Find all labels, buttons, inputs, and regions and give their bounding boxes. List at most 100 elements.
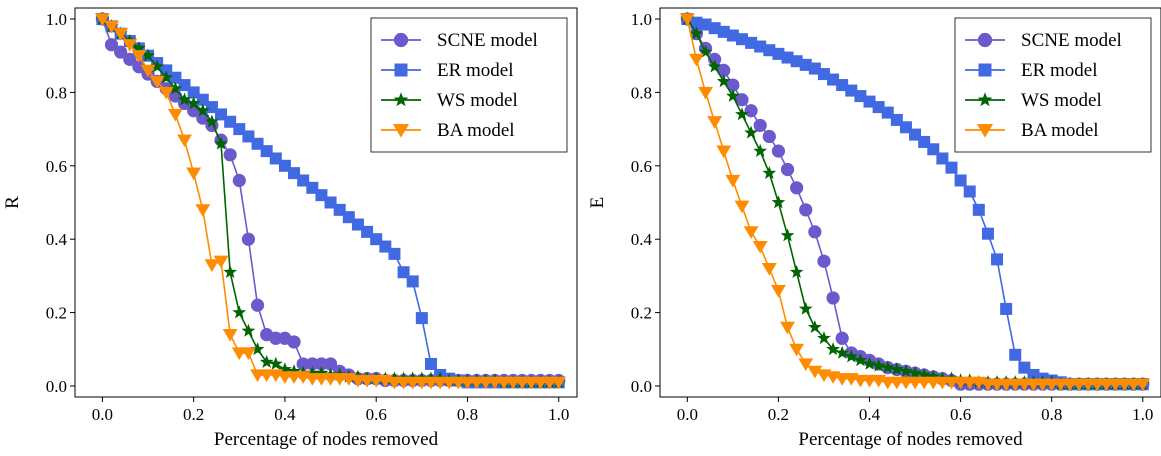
data-point <box>807 365 823 379</box>
y-axis-label: R <box>2 196 23 209</box>
data-point <box>918 135 931 148</box>
data-point <box>278 362 292 376</box>
x-tick-label: 0.8 <box>457 405 478 424</box>
data-point <box>716 145 732 159</box>
data-point <box>908 365 922 379</box>
data-point <box>177 134 192 148</box>
data-point <box>753 143 768 157</box>
y-tick-label: 0.2 <box>46 304 67 323</box>
data-point <box>717 63 731 77</box>
data-point <box>781 51 794 64</box>
data-point <box>132 60 146 74</box>
data-point <box>240 347 256 361</box>
data-point <box>232 173 246 188</box>
data-point <box>752 240 768 254</box>
data-point <box>871 358 886 372</box>
x-tick-label: 1.0 <box>548 405 569 424</box>
x-tick-label: 0.6 <box>366 405 387 424</box>
data-point <box>698 86 713 100</box>
data-point <box>771 195 786 209</box>
y-tick-label: 0.0 <box>46 377 67 396</box>
data-point <box>909 128 922 141</box>
data-point <box>799 58 812 71</box>
data-point <box>196 93 209 106</box>
data-point <box>770 284 786 298</box>
data-point <box>104 20 119 34</box>
data-point <box>726 78 740 92</box>
data-point <box>205 101 218 114</box>
data-point <box>963 185 976 198</box>
data-point <box>808 62 821 75</box>
data-point <box>734 200 750 214</box>
data-point <box>122 39 138 52</box>
legend-marker <box>393 92 409 107</box>
legend-label: ER model <box>1021 60 1098 81</box>
data-point <box>379 240 392 253</box>
data-point <box>772 47 785 60</box>
x-tick-label: 0.2 <box>768 405 789 424</box>
data-point <box>862 356 877 370</box>
plot-frame <box>74 7 578 398</box>
x-axis-label: Percentage of nodes removed <box>214 429 439 450</box>
data-point <box>213 255 229 269</box>
data-point <box>296 357 310 371</box>
data-point <box>726 29 739 42</box>
data-point <box>333 203 346 216</box>
data-point <box>735 33 748 46</box>
data-point <box>113 28 129 41</box>
data-point <box>679 13 695 27</box>
data-point <box>798 358 814 372</box>
legend-item: WS model <box>965 90 1102 111</box>
data-point <box>872 101 885 114</box>
data-point <box>215 108 228 121</box>
data-point <box>690 16 703 29</box>
data-point <box>899 121 912 134</box>
plot-frame <box>659 7 1161 398</box>
x-tick-label: 1.0 <box>1132 405 1153 424</box>
y-tick-label: 0.2 <box>631 304 652 323</box>
y-tick-label: 0.6 <box>631 157 652 176</box>
data-point <box>826 291 840 305</box>
data-point <box>890 113 903 126</box>
data-point <box>780 162 795 177</box>
data-point <box>233 123 246 136</box>
legend-label: BA model <box>437 120 515 141</box>
data-point <box>195 103 210 117</box>
legend-marker <box>393 32 409 48</box>
x-tick-label: 0.8 <box>1041 405 1062 424</box>
x-axis-label: Percentage of nodes removed <box>798 429 1023 450</box>
data-point <box>688 53 704 67</box>
legend-item: SCNE model <box>965 30 1122 51</box>
data-point <box>114 45 128 59</box>
x-tick-label: 0.0 <box>677 405 698 424</box>
data-point <box>808 225 822 239</box>
data-point <box>743 226 759 239</box>
data-point <box>717 25 730 38</box>
data-point <box>315 189 328 202</box>
data-point <box>132 41 146 55</box>
data-point <box>123 52 137 66</box>
data-point <box>306 181 319 194</box>
data-point <box>223 265 238 279</box>
data-point <box>287 364 301 378</box>
data-point <box>926 369 941 383</box>
y-tick-label: 0.6 <box>46 157 67 176</box>
legend-label: WS model <box>437 90 518 111</box>
data-point <box>351 218 364 231</box>
data-point <box>370 233 383 246</box>
data-point <box>1000 302 1013 315</box>
data-point <box>131 50 147 63</box>
data-point <box>204 259 220 272</box>
data-point <box>798 301 813 315</box>
data-point <box>178 79 191 92</box>
data-point <box>827 73 840 86</box>
legend-marker <box>976 123 994 138</box>
data-point <box>780 321 795 335</box>
legend-label: WS model <box>1021 90 1102 111</box>
legend-marker <box>394 63 408 77</box>
data-point <box>242 130 255 143</box>
legend-label: SCNE model <box>1021 30 1122 51</box>
data-point <box>698 44 713 58</box>
data-point <box>853 353 868 367</box>
data-point <box>745 36 758 49</box>
